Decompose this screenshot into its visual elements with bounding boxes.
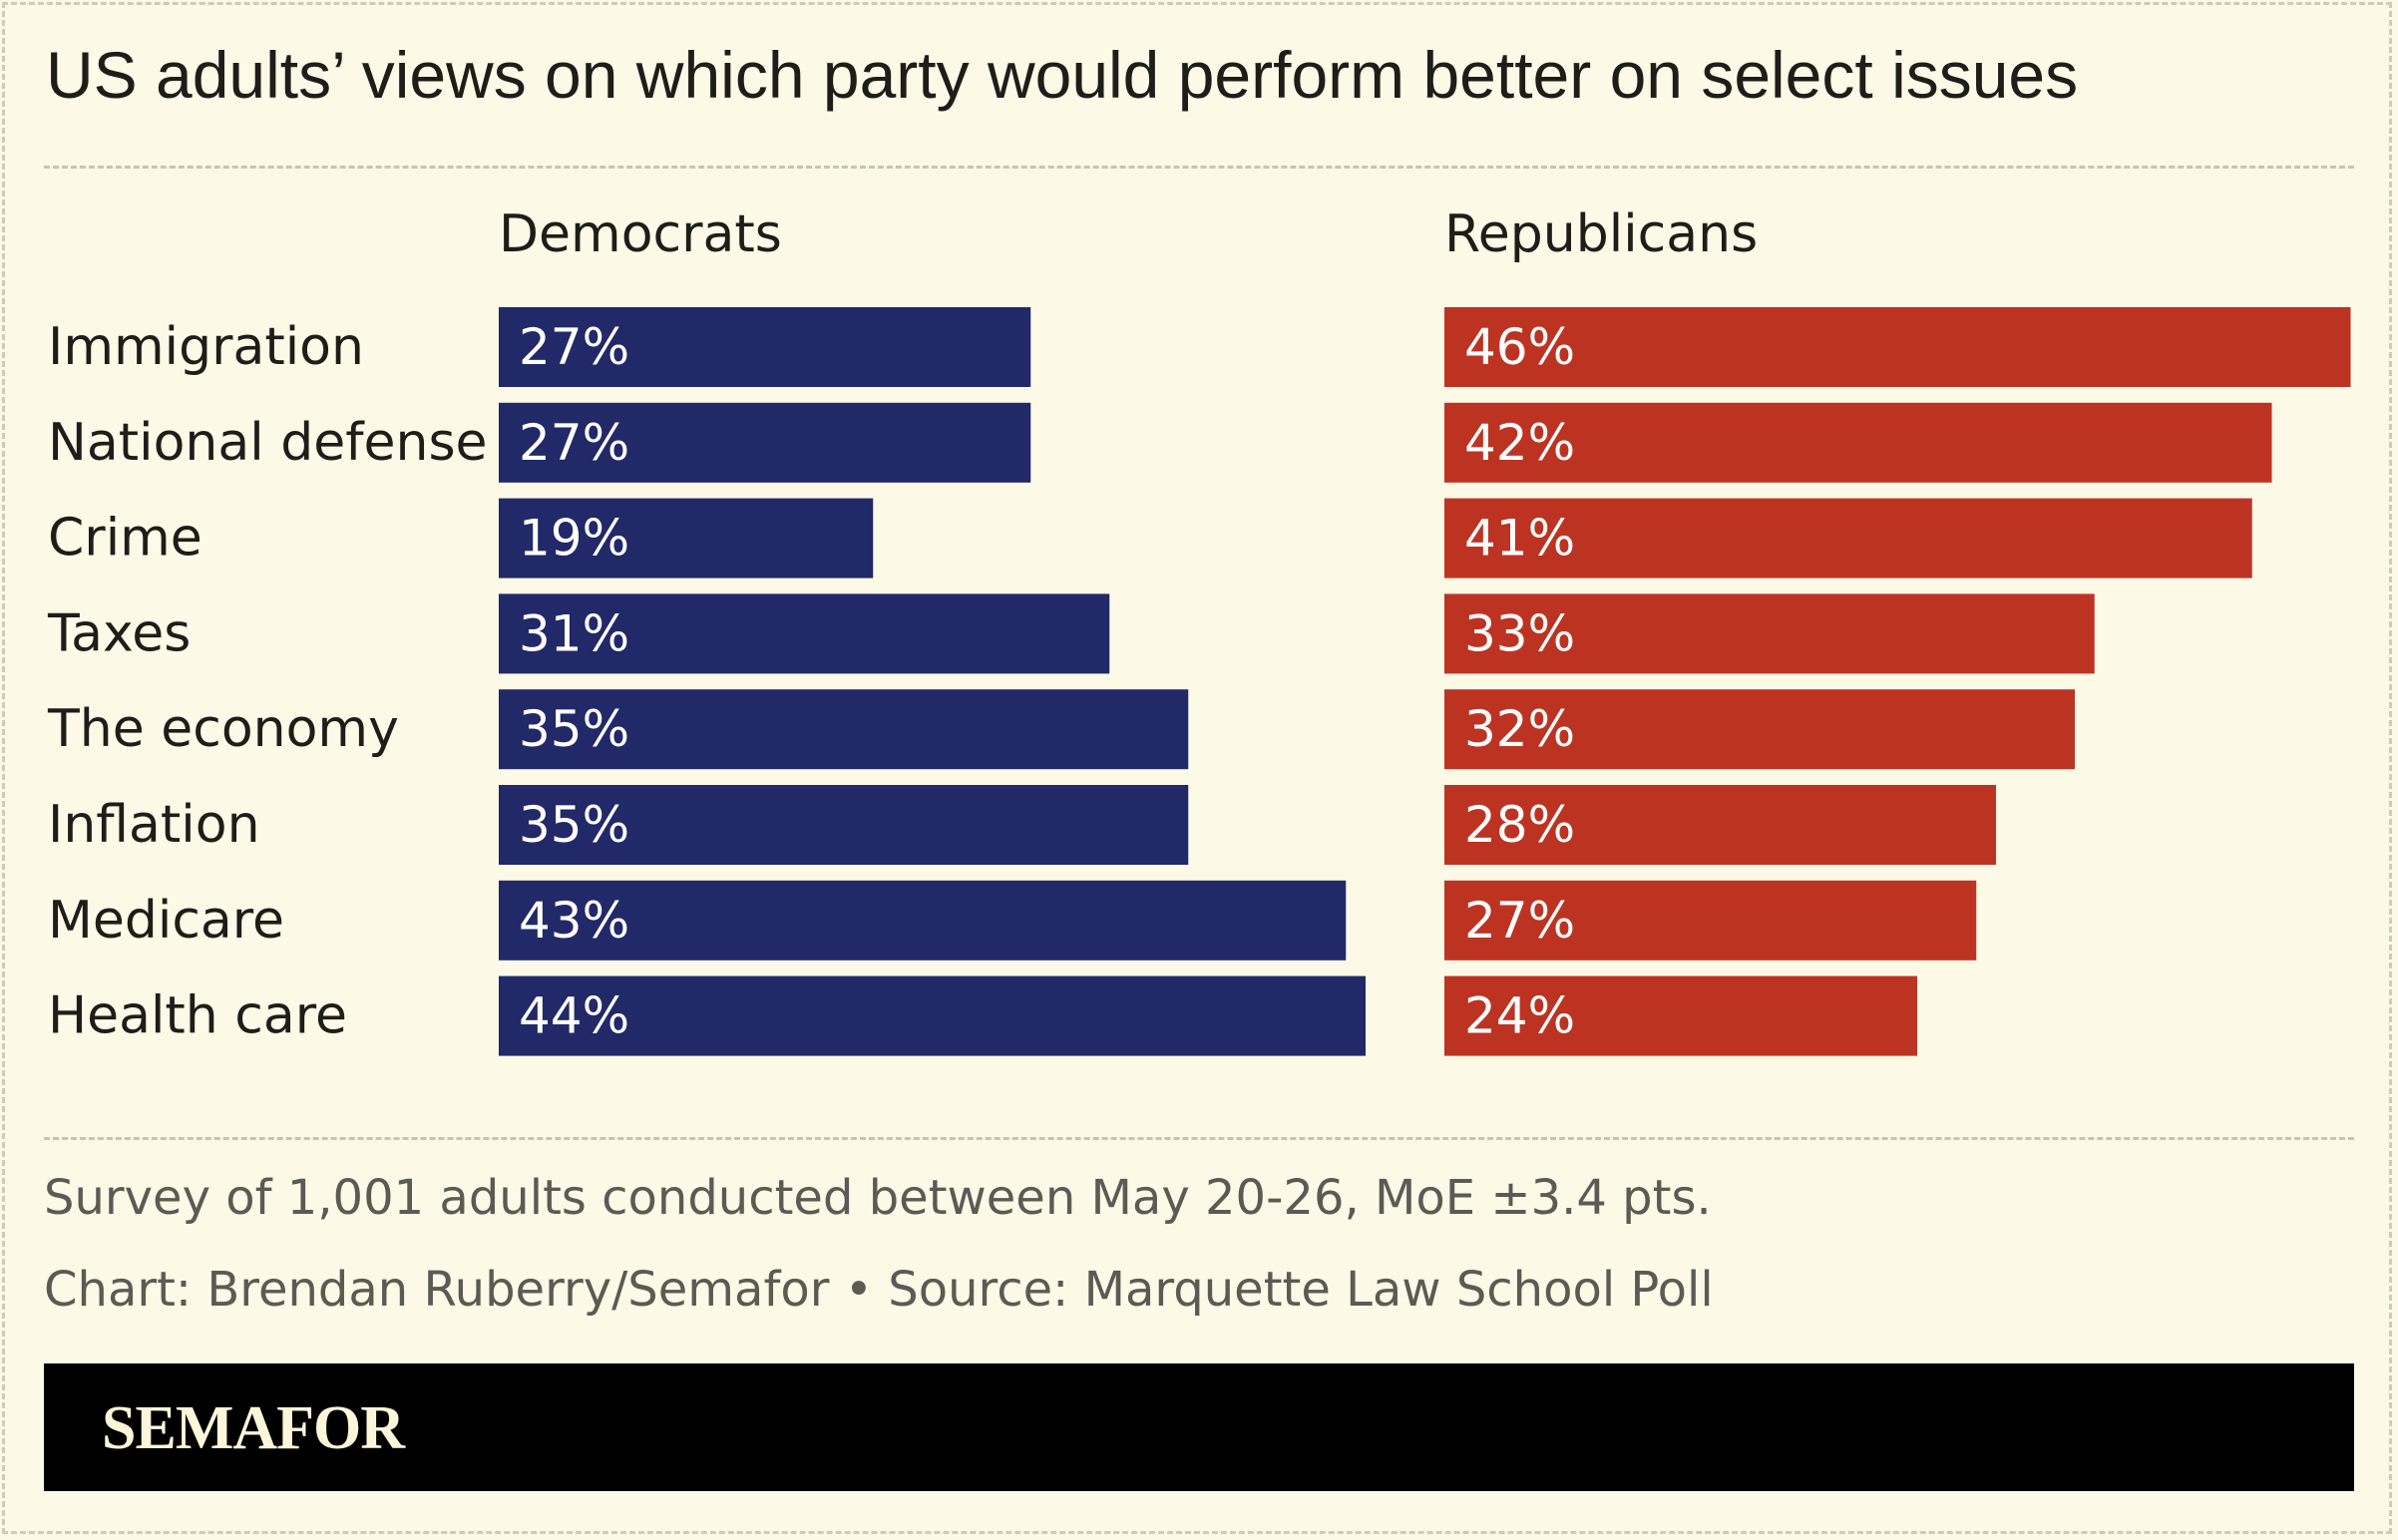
democrats-value-label: 19% (519, 510, 629, 568)
category-label: Immigration (48, 317, 364, 377)
republicans-value-label: 28% (1464, 796, 1575, 854)
democrats-value-label: 27% (519, 318, 629, 376)
democrats-bar (499, 785, 1189, 865)
republicans-value-label: 24% (1464, 987, 1575, 1045)
democrats-bar (499, 498, 874, 578)
footer-band: SEMAFOR (44, 1363, 2354, 1491)
democrats-bar (499, 689, 1189, 770)
series-header-republicans: Republicans (1444, 204, 1758, 264)
democrats-value-label: 44% (519, 987, 629, 1045)
series-header-democrats: Democrats (499, 204, 782, 264)
republicans-bar (1444, 498, 2252, 578)
democrats-value-label: 27% (519, 414, 629, 472)
democrats-value-label: 35% (519, 796, 629, 854)
category-label: Medicare (48, 891, 284, 951)
democrats-bar (499, 975, 1366, 1056)
democrats-value-label: 43% (519, 892, 629, 950)
notes-divider (44, 1137, 2354, 1140)
republicans-bar (1444, 307, 2351, 387)
source-credit: Chart: Brendan Ruberry/Semafor • Source:… (44, 1262, 1714, 1318)
republicans-value-label: 33% (1464, 604, 1575, 662)
title-divider (44, 166, 2354, 169)
democrats-bar (499, 307, 1031, 387)
category-label: Taxes (47, 603, 191, 663)
republicans-bar (1444, 880, 1977, 961)
democrats-bar (499, 593, 1110, 674)
republicans-bar (1444, 785, 1996, 865)
republicans-bar (1444, 402, 2272, 483)
democrats-value-label: 31% (519, 604, 629, 662)
republicans-bar (1444, 593, 2095, 674)
republicans-value-label: 32% (1464, 700, 1575, 758)
republicans-value-label: 41% (1464, 510, 1575, 568)
semafor-logo: SEMAFOR (102, 1394, 405, 1462)
category-label: Crime (48, 509, 202, 569)
republicans-bar (1444, 689, 2075, 770)
democrats-bar (499, 402, 1031, 483)
category-label: Inflation (48, 795, 260, 855)
democrats-bar (499, 880, 1347, 961)
category-label: National defense (48, 413, 488, 473)
bar-chart: Democrats Republicans Immigration 27% 46% Nat… (47, 204, 2351, 1056)
democrats-value-label: 35% (519, 700, 629, 758)
survey-note: Survey of 1,001 adults conducted between… (44, 1170, 1712, 1226)
republicans-value-label: 46% (1464, 318, 1575, 376)
category-label: The economy (47, 699, 399, 759)
republicans-value-label: 42% (1464, 414, 1575, 472)
chart-title: US adults’ views on which party would pe… (46, 38, 2079, 112)
republicans-bar (1444, 975, 1917, 1056)
republicans-value-label: 27% (1464, 892, 1575, 950)
category-label: Health care (48, 986, 347, 1046)
